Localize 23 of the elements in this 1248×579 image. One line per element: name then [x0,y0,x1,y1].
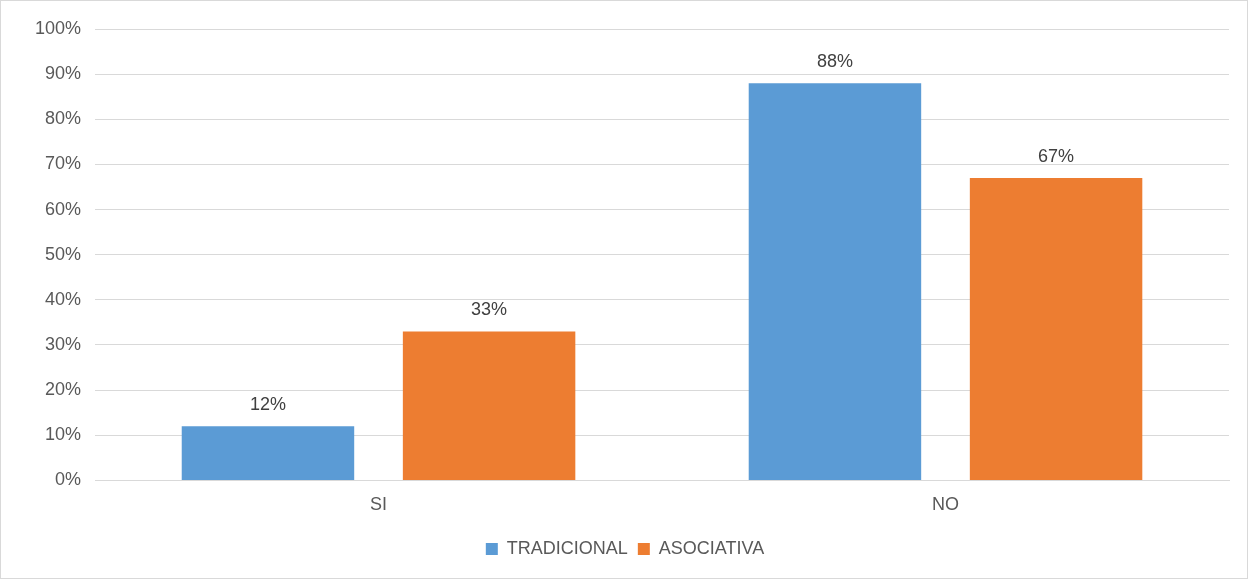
y-tick-label: 50% [45,243,82,264]
y-tick-label: 10% [45,424,82,445]
y-tick-label: 40% [45,288,82,309]
y-tick-label: 70% [45,153,82,174]
bar [748,83,922,480]
y-tick-label: 90% [45,63,82,84]
y-tick-label: 20% [45,379,82,400]
data-label: 67% [1038,145,1075,166]
legend-label: ASOCIATIVA [658,537,765,558]
data-label: 33% [471,299,508,320]
data-label: 88% [816,51,853,72]
bar [181,426,355,480]
x-tick-label: SI [370,494,388,515]
y-tick-label: 30% [45,333,82,354]
data-label: 12% [249,394,286,415]
bar [969,177,1143,480]
bar [402,331,576,480]
x-tick-label: NO [932,494,960,515]
y-tick-label: 80% [45,108,82,129]
y-tick-label: 0% [55,469,82,490]
y-tick-label: 100% [34,17,82,38]
legend-label: TRADICIONAL [506,537,628,558]
y-tick-label: 60% [45,198,82,219]
